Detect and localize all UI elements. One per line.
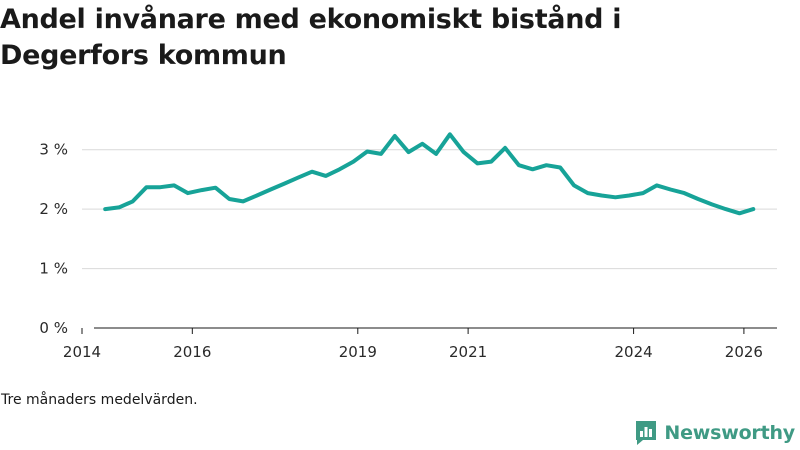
brand-name: Newsworthy xyxy=(664,422,795,444)
x-tick-label: 2016 xyxy=(173,343,211,361)
brand-logo-link[interactable]: Newsworthy xyxy=(634,420,795,446)
y-tick-label: 1 % xyxy=(39,260,68,278)
chart-title: Andel invånare med ekonomiskt bistånd i … xyxy=(0,4,622,71)
chart-footnote: Tre månaders medelvärden. xyxy=(1,392,198,408)
x-tick-label: 2014 xyxy=(63,343,101,361)
x-tick-label: 2019 xyxy=(339,343,377,361)
grid-lines xyxy=(82,149,777,270)
y-axis-ticks: 0 % 1 % 2 % 3 % xyxy=(39,141,68,337)
x-tick-label: 2021 xyxy=(449,343,487,361)
series-line xyxy=(103,132,756,216)
line-chart: 0 % 1 % 2 % 3 % 2014 2016 2019 2021 2024 2026 xyxy=(39,132,777,361)
y-tick-label: 2 % xyxy=(39,200,68,218)
x-tick-label: 2026 xyxy=(725,343,763,361)
y-tick-label: 3 % xyxy=(39,141,68,159)
series-layer xyxy=(103,132,756,216)
x-axis: 2014 2016 2019 2021 2024 2026 xyxy=(63,327,777,361)
x-tick-label: 2024 xyxy=(614,343,652,361)
y-tick-label: 0 % xyxy=(39,319,68,337)
newsworthy-logo-icon xyxy=(636,421,657,445)
